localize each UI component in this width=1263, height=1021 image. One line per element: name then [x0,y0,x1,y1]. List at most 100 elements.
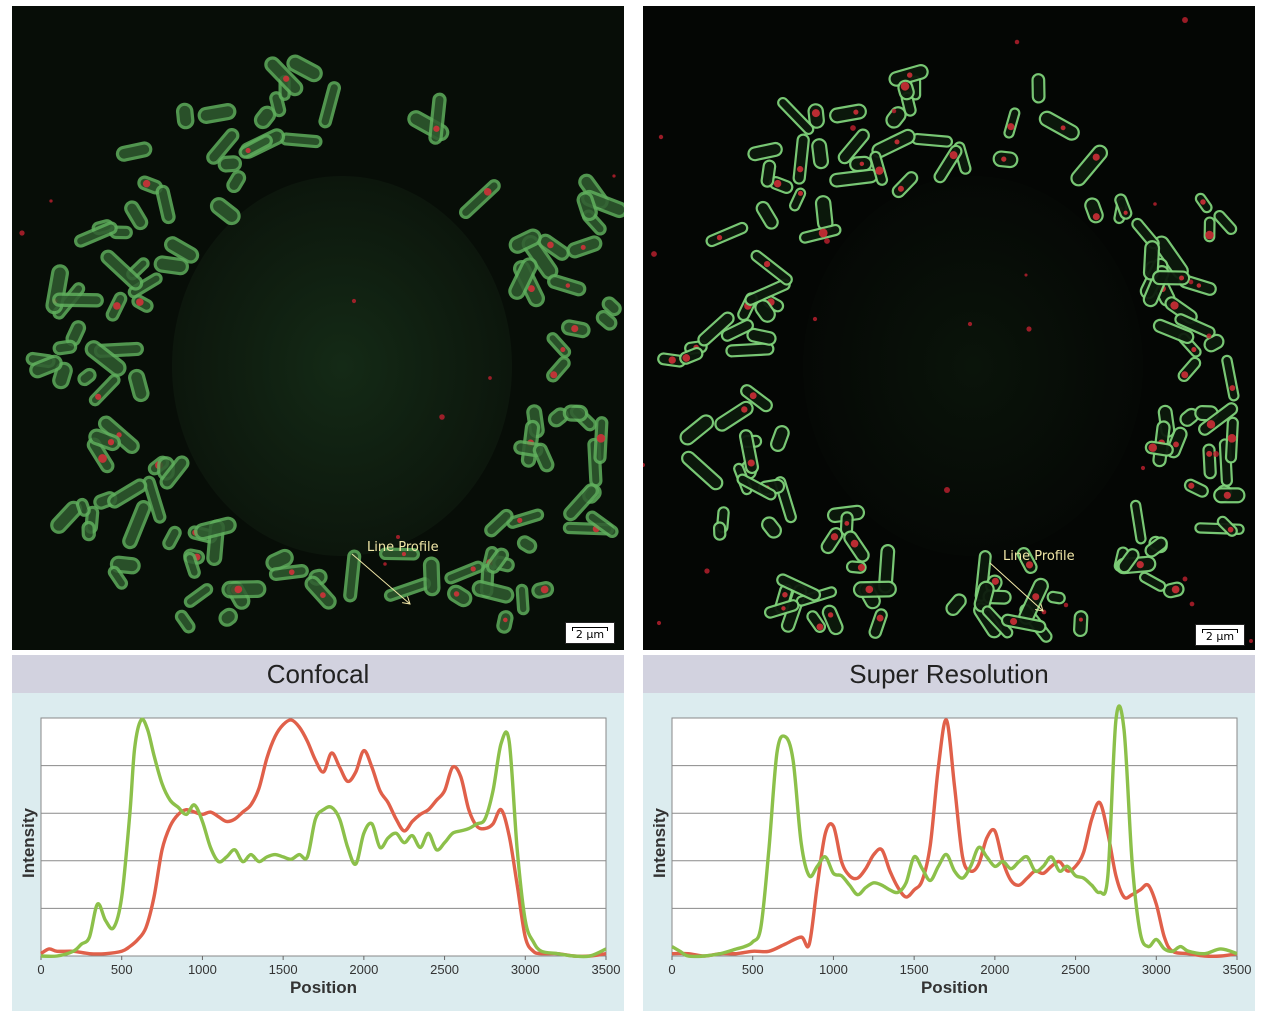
green-series-line [40,717,607,959]
confocal-chart: 0 500 1000 1500 2000 2500 3000 3500 Position Inte… [12,693,624,1011]
mitochondrion [1117,548,1140,574]
mitochondrion [992,150,1019,169]
mitochondrion [531,581,555,599]
red-speck [1182,17,1188,23]
red-speck [658,134,664,140]
mitochondrion [532,442,555,473]
mitochondrion [343,549,362,603]
mitochondrion [829,103,867,124]
red-speck [612,174,616,178]
mitochondrion [1070,144,1109,187]
mitochondrion [891,171,919,199]
red-speck [383,562,387,566]
line-profile-arrow [989,562,1044,612]
plot-area [671,717,1238,957]
mitochondrion [1224,416,1239,464]
mitochondrion [1152,318,1195,345]
red-speck [49,199,53,203]
mitochondrion [105,291,128,322]
mitochondrion [837,128,870,165]
mitochondrion [1031,73,1046,104]
super-resolution-line-chart: 0 500 1000 1500 2000 2500 3000 3500 Position Inte… [650,704,1252,997]
red-speck [891,108,897,114]
x-tick-label: 500 [111,962,133,977]
mitochondrion [981,605,1014,639]
red-speck [1249,639,1253,643]
mitochondrion [714,400,754,432]
x-tick-label: 3000 [1142,962,1171,977]
mitochondrion [595,309,618,331]
confocal-micrograph: Line Profile 2 µm [12,6,624,650]
red-speck [1063,602,1069,608]
mitochondrion [268,564,309,581]
mitochondrion [107,478,148,509]
mitochondrion [1129,499,1147,545]
red-speck [1188,279,1194,285]
scale-bar: 2 µm [1195,624,1245,646]
red-series-line [40,718,607,958]
y-axis-label: Intensity [19,808,38,878]
mitochondrion [806,610,827,633]
mitochondrion [852,580,897,598]
red-speck [488,376,492,380]
mitochondrion [1144,440,1174,457]
mitochondrion [238,134,273,159]
x-axis-label: Position [921,978,988,997]
mitochondrion [516,535,538,554]
mitochondrion [159,455,190,490]
red-speck [1153,202,1157,206]
mitochondrion [697,311,735,347]
mitochondrion [1138,571,1167,592]
mitochondrion [124,200,149,231]
mitochondrion [264,56,304,97]
mitochondrion [736,473,777,501]
scale-bar-label: 2 µm [1205,630,1235,643]
mitochondrion [1198,402,1239,436]
mitochondrion [1016,547,1038,574]
mitochondrion [576,191,598,222]
mitochondrion [153,255,189,276]
mitochondrion [221,580,267,599]
mitochondrion [1213,209,1238,236]
red-speck [1026,326,1032,332]
mitochondrion [218,607,238,627]
red-speck [1182,576,1188,582]
line-profile-arrow [351,553,411,605]
mitochondrion [174,609,196,634]
scale-bar-label: 2 µm [575,628,605,641]
x-tick-label: 0 [37,962,44,977]
mitochondrion [318,81,342,129]
mitochondrion [585,510,619,539]
mitochondrion [593,416,609,465]
mitochondrion [206,128,240,165]
red-speck [944,487,950,493]
red-speck [1213,451,1219,457]
scale-bar-line [572,627,608,631]
x-tick-label: 3000 [511,962,540,977]
mitochondrion [428,92,447,145]
x-tick-label: 0 [668,962,675,977]
y-axis-label: Intensity [650,808,669,878]
super-resolution-chart: 0 500 1000 1500 2000 2500 3000 3500 Position Inte… [643,693,1255,1011]
mitochondrion [508,228,542,254]
mitochondrion [821,604,844,636]
red-speck [812,316,818,322]
confocal-line-chart: 0 500 1000 1500 2000 2500 3000 3500 Position Inte… [19,717,621,997]
x-tick-label: 2000 [980,962,1009,977]
mitochondrion [183,551,201,579]
mitochondrion [768,176,794,194]
x-tick-label: 3500 [1223,962,1252,977]
mitochondrion [279,132,323,149]
x-tick-label: 3500 [592,962,621,977]
red-speck [19,230,25,236]
mitochondrion [788,187,807,212]
mitochondrion [1213,487,1246,504]
mitochondrion [973,580,995,613]
mitochondrion [1162,581,1185,599]
mitochondrion [471,580,515,604]
confocal-micrograph-image [12,6,624,650]
x-tick-label: 1500 [269,962,298,977]
mitochondrion [142,475,167,524]
mitochondrion [1073,610,1089,638]
mitochondrion [226,170,247,194]
